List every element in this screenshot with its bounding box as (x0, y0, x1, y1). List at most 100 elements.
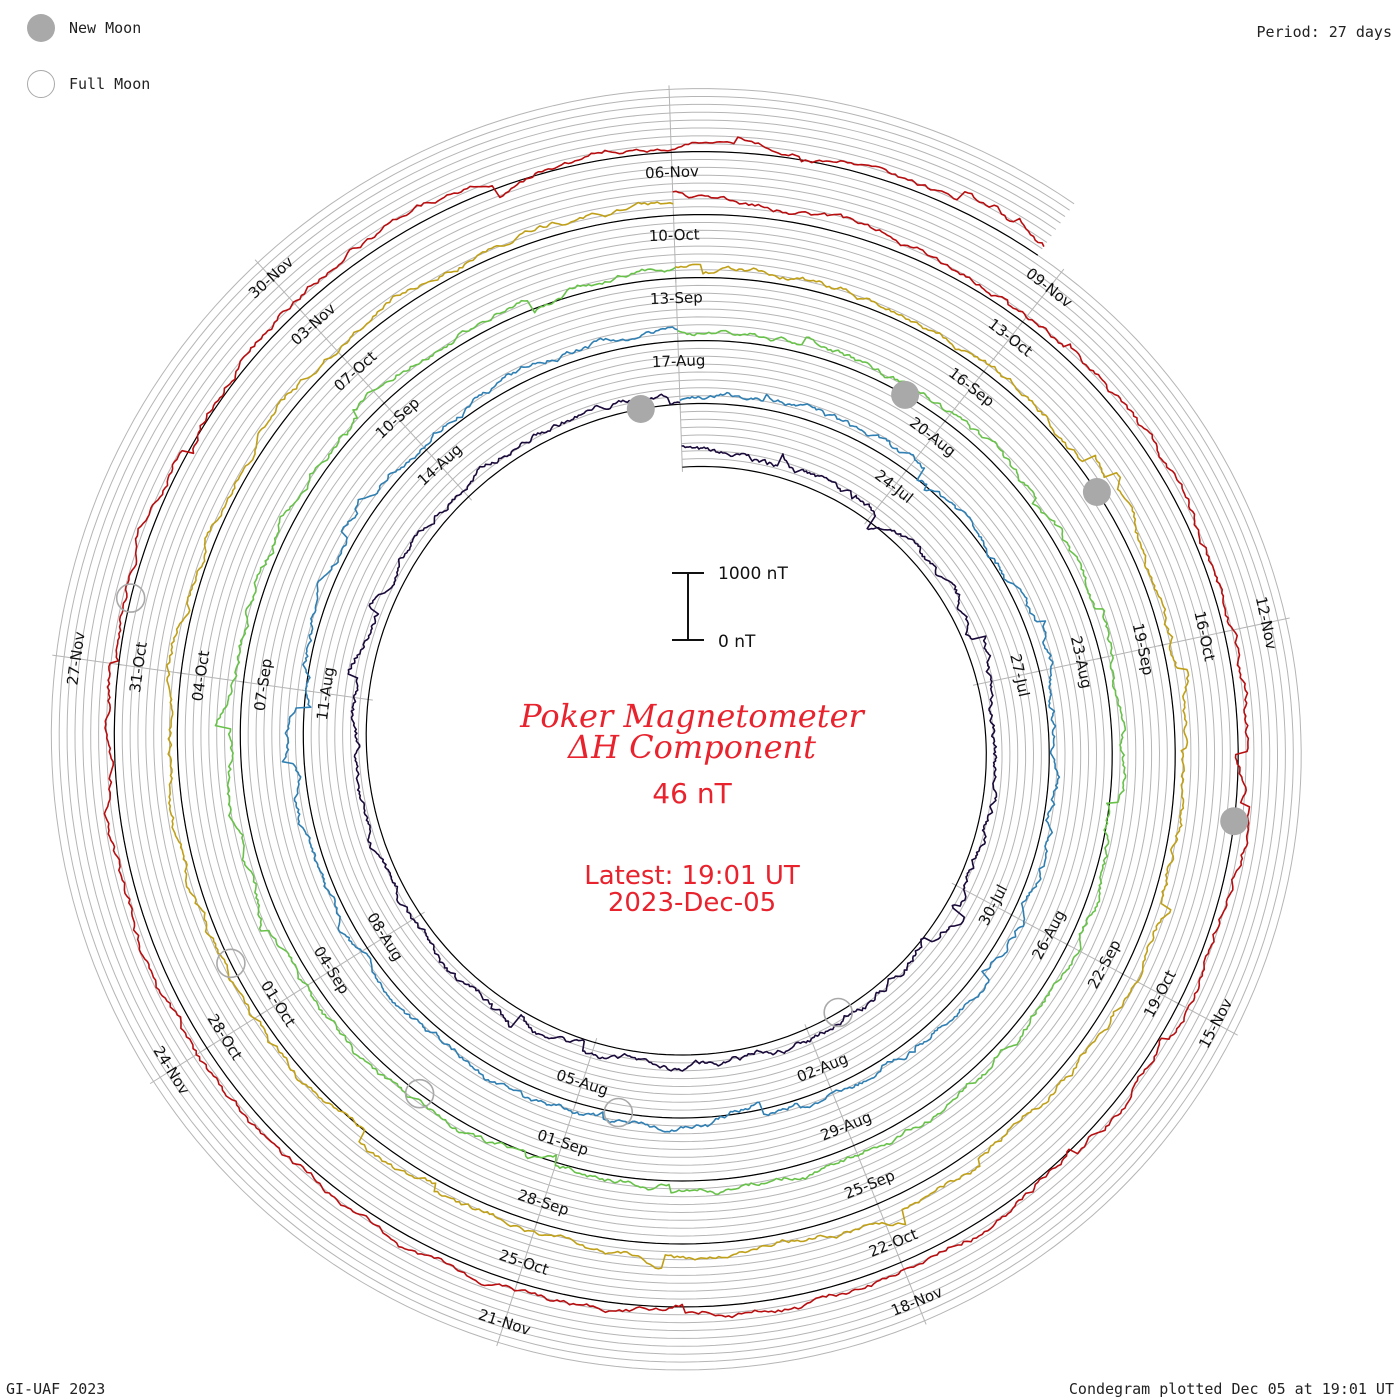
date-label: 19-Sep (1129, 622, 1158, 677)
date-label: 12-Nov (1252, 595, 1281, 651)
moon-layer (115, 380, 1249, 1128)
date-label: 23-Aug (1067, 634, 1096, 690)
chart-subtitle: ΔH Component (566, 728, 816, 766)
grid-spoke (535, 1157, 559, 1227)
grid-spoke (114, 663, 186, 675)
date-label: 29-Aug (818, 1108, 874, 1145)
grid-spoke (675, 274, 679, 346)
latest-date: 2023-Dec-05 (608, 888, 776, 918)
latest-time: Latest: 19:01 UT (584, 861, 800, 891)
date-label: 13-Oct (985, 315, 1036, 361)
grid-spoke (381, 399, 430, 454)
grid-spoke (1118, 971, 1183, 1006)
full-moon-marker (216, 948, 246, 979)
scale-bar-bottom-label: 0 nT (718, 632, 756, 652)
series-line (671, 136, 1045, 247)
date-label: 16-Sep (945, 364, 998, 411)
grid-ring (58, 96, 1294, 1363)
grid-spoke (1034, 656, 1105, 673)
current-value: 46 nT (652, 777, 732, 810)
grid-spoke (668, 85, 672, 158)
new-moon-marker (1082, 478, 1111, 506)
grid-spoke (149, 1045, 212, 1085)
date-label: 02-Aug (794, 1049, 850, 1086)
grid-spoke (1019, 268, 1065, 326)
grid-spoke (363, 911, 425, 951)
grid-spoke (677, 337, 681, 409)
date-label: 01-Sep (535, 1126, 591, 1159)
date-label: 21-Nov (476, 1305, 533, 1339)
series-line (103, 148, 1251, 1319)
grid-spoke (804, 1024, 833, 1092)
series-line (166, 201, 1190, 1270)
date-label: 20-Aug (906, 413, 959, 460)
grid-spoke (574, 1038, 598, 1107)
grid-ring (66, 103, 1286, 1355)
grid-spoke (827, 1082, 856, 1150)
legend-new-moon: New Moon (27, 14, 141, 42)
grid-spoke (902, 417, 948, 475)
grid-ring (98, 135, 1255, 1324)
date-label: 11-Aug (313, 666, 338, 721)
date-label: 03-Nov (287, 300, 339, 349)
new-moon-icon (27, 14, 55, 42)
series-line (281, 326, 1061, 1133)
date-label: 28-Oct (204, 1011, 246, 1064)
date-label: 31-Oct (126, 641, 151, 694)
date-label: 07-Sep (251, 657, 276, 712)
date-label: 13-Sep (650, 288, 703, 308)
grid-spoke (515, 1217, 539, 1287)
series-line (347, 393, 998, 1072)
date-label: 16-Oct (1190, 609, 1218, 663)
baseline-layer (113, 151, 1239, 1308)
new-moon-marker (1220, 807, 1249, 836)
date-label: 10-Oct (648, 225, 700, 245)
grid-spoke (296, 306, 346, 361)
grid-spoke (1062, 941, 1127, 977)
grid-spoke (980, 318, 1026, 376)
baseline-spiral (113, 151, 1239, 1308)
grid-spoke (496, 1277, 520, 1347)
grid-ring (105, 143, 1247, 1316)
date-label: 18-Nov (889, 1283, 946, 1320)
grid-spoke (951, 882, 1016, 918)
scale-bar: 1000 nT 0 nT (672, 564, 788, 652)
grid-spoke (554, 1097, 578, 1167)
grid-layer (50, 85, 1302, 1371)
grid-spoke (972, 669, 1044, 686)
grid-spoke (1174, 1001, 1238, 1036)
date-label: 09-Nov (1022, 264, 1076, 311)
footer-credit: GI-UAF 2023 (6, 1380, 106, 1398)
new-moon-marker (891, 380, 920, 409)
grid-spoke (176, 672, 249, 684)
grid-spoke (254, 259, 304, 314)
date-label: 04-Oct (188, 649, 213, 702)
grid-spoke (864, 467, 910, 525)
full-moon-marker (404, 1078, 435, 1109)
legend-full-moon: Full Moon (27, 70, 150, 98)
date-label: 28-Sep (515, 1186, 571, 1219)
grid-spoke (1007, 912, 1072, 947)
date-label: 06-Nov (645, 162, 699, 182)
full-moon-icon (27, 70, 55, 98)
full-moon-marker (115, 583, 146, 613)
grid-spoke (851, 1140, 880, 1208)
grid-ring (90, 127, 1263, 1332)
grid-spoke (301, 689, 373, 701)
date-label: 25-Sep (842, 1166, 898, 1202)
grid-spoke (1096, 643, 1167, 660)
new-moon-label: New Moon (69, 19, 142, 37)
grid-spoke (1219, 617, 1290, 634)
grid-spoke (941, 368, 987, 426)
chart-title-block: Poker Magnetometer ΔH Component 46 nT La… (519, 697, 865, 918)
grid-spoke (875, 1199, 903, 1267)
date-label: 01-Oct (257, 977, 299, 1030)
grid-spoke (239, 680, 311, 692)
grid-spoke (679, 400, 683, 472)
full-moon-label: Full Moon (69, 75, 151, 93)
grid-ring (74, 111, 1278, 1347)
grid-ring (82, 119, 1271, 1339)
grid-spoke (670, 148, 675, 221)
grid-spoke (672, 211, 677, 284)
